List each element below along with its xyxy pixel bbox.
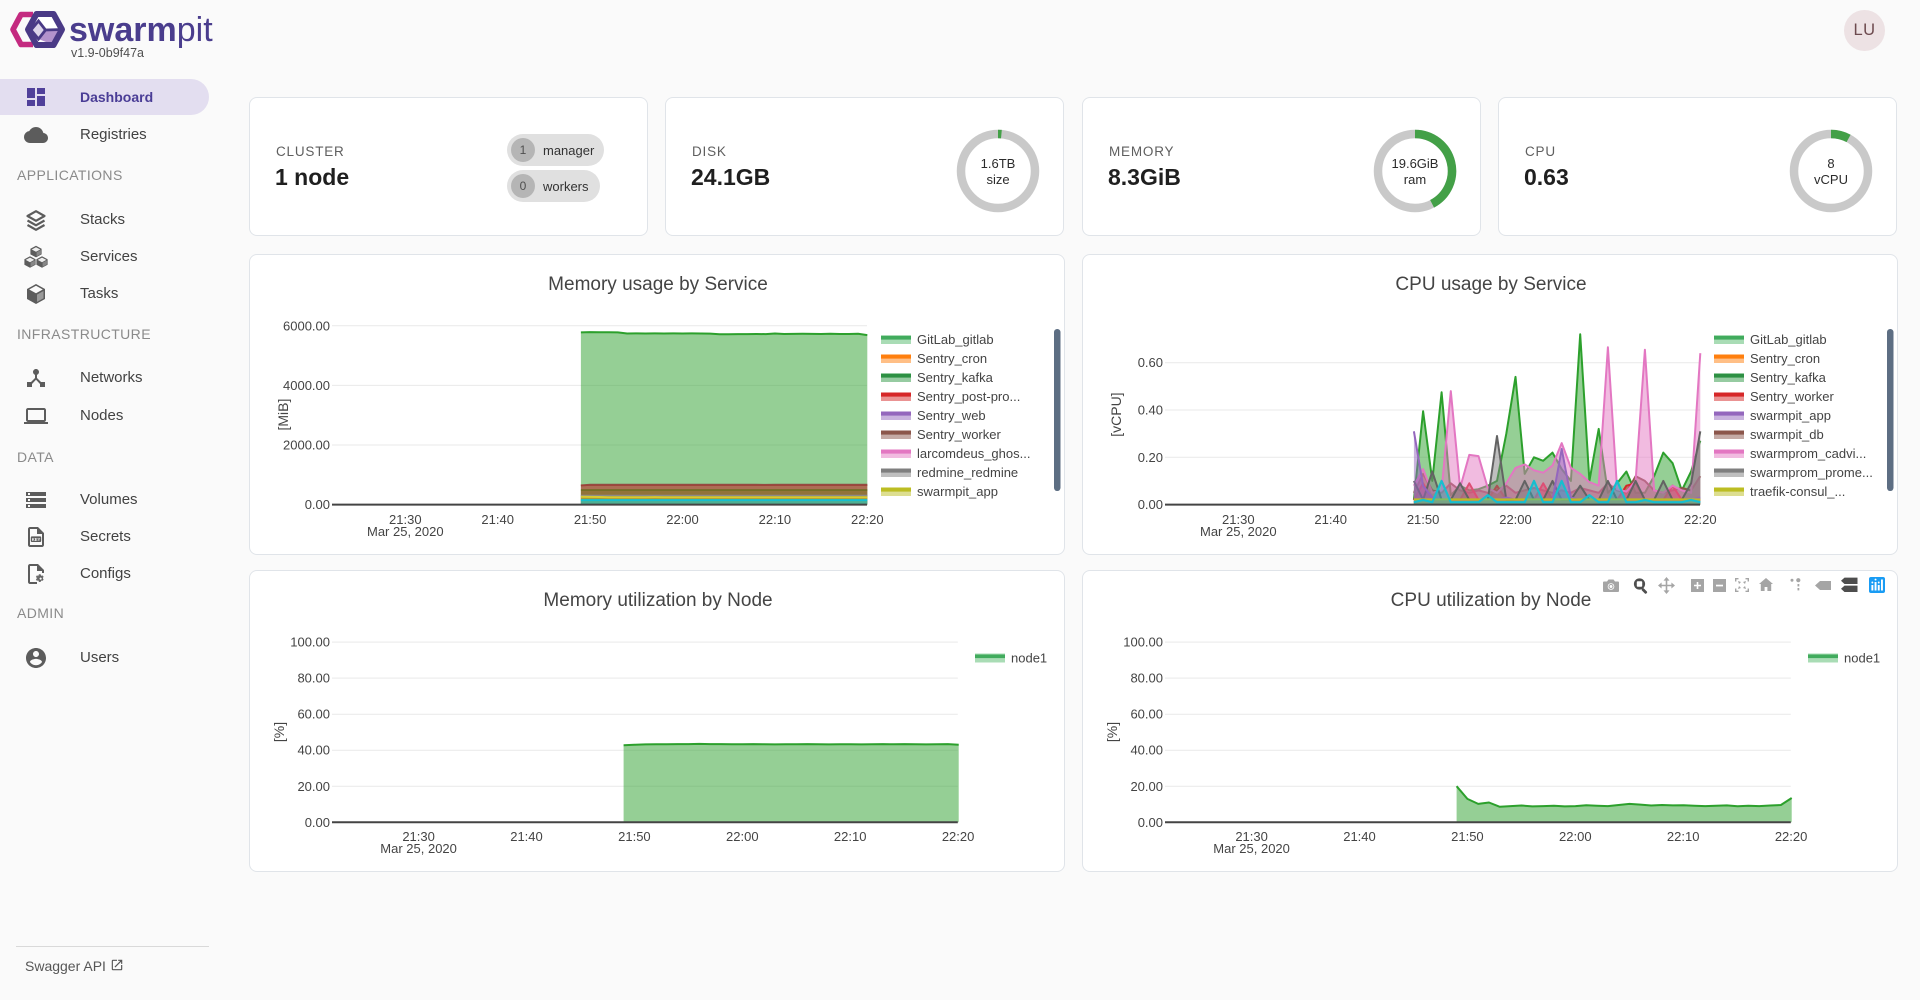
svg-text:GitLab_gitlab: GitLab_gitlab <box>917 332 994 347</box>
svg-text:CPU utilization by Node: CPU utilization by Node <box>1391 590 1592 611</box>
svg-text:21:50: 21:50 <box>618 829 651 844</box>
svg-text:100.00: 100.00 <box>1123 635 1163 650</box>
svg-text:Mar 25, 2020: Mar 25, 2020 <box>1200 524 1277 539</box>
svg-text:21:40: 21:40 <box>1314 512 1347 527</box>
svg-text:21:40: 21:40 <box>481 512 514 527</box>
svg-text:KEY: KEY <box>32 537 41 542</box>
svg-text:8: 8 <box>1827 156 1834 171</box>
svg-text:Mar 25, 2020: Mar 25, 2020 <box>380 841 457 856</box>
svg-text:larcomdeus_ghos...: larcomdeus_ghos... <box>917 446 1030 461</box>
svg-text:ram: ram <box>1404 172 1426 187</box>
svg-text:22:10: 22:10 <box>1592 512 1625 527</box>
svg-text:0.00: 0.00 <box>305 815 330 830</box>
svg-text:Sentry_web: Sentry_web <box>917 408 986 423</box>
svg-text:[%]: [%] <box>271 722 287 742</box>
svg-text:21:50: 21:50 <box>1407 512 1440 527</box>
svg-text:Sentry_worker: Sentry_worker <box>1750 389 1834 404</box>
svg-text:Memory usage by Service: Memory usage by Service <box>548 274 768 295</box>
svg-text:0.00: 0.00 <box>1138 815 1163 830</box>
svg-text:swarmpit_app: swarmpit_app <box>1750 408 1831 423</box>
svg-text:60.00: 60.00 <box>1130 707 1163 722</box>
svg-text:21:30: 21:30 <box>402 829 435 844</box>
svg-text:21:40: 21:40 <box>510 829 543 844</box>
svg-text:Memory utilization by Node: Memory utilization by Node <box>543 590 772 611</box>
svg-text:Sentry_cron: Sentry_cron <box>917 351 987 366</box>
svg-text:2000.00: 2000.00 <box>283 438 330 453</box>
svg-text:22:00: 22:00 <box>726 829 759 844</box>
svg-text:Sentry_kafka: Sentry_kafka <box>917 370 994 385</box>
svg-text:swarmpit: swarmpit <box>69 11 213 49</box>
svg-text:swarmpit_db: swarmpit_db <box>1750 427 1824 442</box>
svg-text:40.00: 40.00 <box>297 743 330 758</box>
svg-text:21:40: 21:40 <box>1343 829 1376 844</box>
svg-text:Mar 25, 2020: Mar 25, 2020 <box>1213 841 1290 856</box>
svg-text:22:00: 22:00 <box>666 512 699 527</box>
svg-text:0.20: 0.20 <box>1138 450 1163 465</box>
svg-text:22:20: 22:20 <box>1684 512 1717 527</box>
svg-text:redmine_redmine: redmine_redmine <box>917 465 1018 480</box>
svg-text:node1: node1 <box>1844 651 1880 666</box>
svg-text:60.00: 60.00 <box>297 707 330 722</box>
svg-text:21:30: 21:30 <box>1222 512 1255 527</box>
svg-text:[%]: [%] <box>1104 722 1120 742</box>
svg-text:[MiB]: [MiB] <box>275 399 291 431</box>
svg-text:swarmprom_cadvi...: swarmprom_cadvi... <box>1750 446 1866 461</box>
svg-text:traefik-consul_...: traefik-consul_... <box>1750 484 1845 499</box>
svg-text:22:10: 22:10 <box>759 512 792 527</box>
svg-text:Sentry_post-pro...: Sentry_post-pro... <box>917 389 1020 404</box>
svg-text:20.00: 20.00 <box>1130 779 1163 794</box>
svg-text:node1: node1 <box>1011 651 1047 666</box>
svg-text:22:20: 22:20 <box>851 512 884 527</box>
svg-text:22:10: 22:10 <box>1667 829 1700 844</box>
svg-text:swarmpit_app: swarmpit_app <box>917 484 998 499</box>
svg-text:Sentry_worker: Sentry_worker <box>917 427 1001 442</box>
svg-text:21:50: 21:50 <box>1451 829 1484 844</box>
svg-text:0.40: 0.40 <box>1138 403 1163 418</box>
svg-text:6000.00: 6000.00 <box>283 318 330 333</box>
svg-text:22:10: 22:10 <box>834 829 867 844</box>
svg-text:vCPU: vCPU <box>1814 172 1848 187</box>
svg-text:22:20: 22:20 <box>1775 829 1808 844</box>
svg-text:21:50: 21:50 <box>574 512 607 527</box>
svg-text:0.00: 0.00 <box>305 497 330 512</box>
svg-text:22:00: 22:00 <box>1499 512 1532 527</box>
svg-text:size: size <box>986 172 1009 187</box>
svg-text:20.00: 20.00 <box>297 779 330 794</box>
svg-text:0.60: 0.60 <box>1138 355 1163 370</box>
svg-text:GitLab_gitlab: GitLab_gitlab <box>1750 332 1827 347</box>
svg-text:CPU usage by Service: CPU usage by Service <box>1395 274 1586 295</box>
svg-text:22:00: 22:00 <box>1559 829 1592 844</box>
svg-text:0.00: 0.00 <box>1138 497 1163 512</box>
svg-text:21:30: 21:30 <box>1235 829 1268 844</box>
svg-text:1.6TB: 1.6TB <box>981 156 1016 171</box>
svg-text:19.6GiB: 19.6GiB <box>1392 156 1439 171</box>
svg-text:40.00: 40.00 <box>1130 743 1163 758</box>
svg-text:[vCPU]: [vCPU] <box>1108 392 1124 436</box>
svg-text:Sentry_cron: Sentry_cron <box>1750 351 1820 366</box>
svg-text:swarmprom_prome...: swarmprom_prome... <box>1750 465 1873 480</box>
svg-text:100.00: 100.00 <box>290 635 330 650</box>
svg-text:Sentry_kafka: Sentry_kafka <box>1750 370 1827 385</box>
svg-text:22:20: 22:20 <box>942 829 975 844</box>
svg-text:Mar 25, 2020: Mar 25, 2020 <box>367 524 444 539</box>
svg-text:80.00: 80.00 <box>1130 671 1163 686</box>
svg-text:4000.00: 4000.00 <box>283 378 330 393</box>
svg-text:80.00: 80.00 <box>297 671 330 686</box>
svg-text:21:30: 21:30 <box>389 512 422 527</box>
